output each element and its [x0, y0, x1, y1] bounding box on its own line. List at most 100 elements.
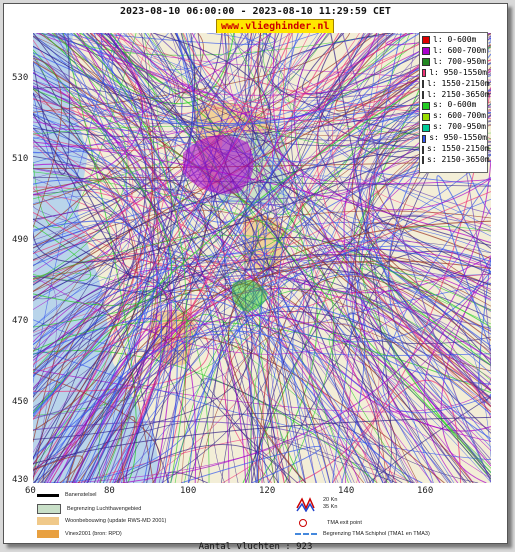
chart-title: 2023-08-10 06:00:00 - 2023-08-10 11:29:5…: [120, 6, 391, 17]
x-tick-120: 120: [259, 486, 276, 496]
legend-tma-exit: TMA exit point: [299, 519, 362, 527]
flight-track: [256, 33, 299, 483]
legend-tma-boundary: Begrenzing TMA Schiphol (TMA1 en TMA3): [295, 531, 430, 537]
flight-track: [101, 33, 196, 124]
flight-track: [92, 33, 276, 45]
flight-track: [271, 33, 491, 185]
flight-track: [33, 115, 301, 483]
x-tick-60: 60: [25, 486, 36, 496]
flight-track: [176, 33, 270, 483]
flight-track: [33, 286, 171, 483]
tma-boundary-label: Begrenzing TMA Schiphol (TMA1 en TMA3): [323, 531, 430, 537]
site-link[interactable]: www.vlieghinder.nl: [216, 19, 335, 34]
legend-label: l: 0-600m: [433, 35, 477, 44]
legend-swatch: [422, 156, 424, 165]
airport-swatch: [37, 504, 61, 514]
flight-track: [62, 33, 304, 483]
flight-track: [33, 114, 491, 263]
flight-track: [63, 33, 178, 483]
legend-label: l: 950-1550m: [429, 67, 487, 77]
legend-swatch: [422, 36, 430, 45]
legend-vinex: Vinex2001 (bron: RPD): [37, 530, 122, 538]
legend-runways: Banenstelsel: [37, 492, 97, 498]
flight-track: [33, 33, 144, 196]
wind-35-label: 35 Kn: [323, 504, 338, 510]
altitude-legend: l: 0-600m l: 600-700m l: 700-950m l: 950-15…: [419, 32, 490, 173]
x-tick-80: 80: [104, 486, 115, 496]
wind-20-label: 20 Kn: [323, 497, 338, 503]
legend-row: l: 2150-3650m: [422, 89, 490, 101]
legend-swatch: [422, 58, 430, 67]
flight-track: [33, 205, 491, 329]
tma-exit-icon: [299, 519, 307, 527]
flight-track: [368, 396, 491, 483]
flight-track: [33, 33, 212, 408]
flight-track: [197, 321, 491, 483]
flight-track: [33, 104, 280, 483]
flight-track: [37, 330, 451, 483]
x-tick-100: 100: [180, 486, 197, 496]
flight-track: [33, 266, 491, 398]
flight-track: [234, 33, 387, 483]
runways-label: Banenstelsel: [65, 492, 97, 498]
legend-swatch: [422, 134, 427, 143]
flight-track: [33, 33, 278, 420]
flight-track: [62, 33, 491, 294]
legend-label: l: 2150-3650m: [427, 89, 490, 99]
residential-swatch: [37, 517, 59, 525]
y-tick-530: 530: [12, 73, 29, 83]
flight-track: [46, 315, 491, 483]
flight-track: [71, 261, 491, 483]
y-tick-510: 510: [12, 154, 29, 164]
flight-track: [33, 280, 58, 475]
flight-track: [138, 33, 491, 477]
flight-track: [200, 378, 403, 483]
flight-track: [62, 33, 137, 483]
flight-track: [250, 112, 491, 483]
flight-track: [89, 325, 384, 483]
flight-track: [221, 271, 491, 483]
departure-cluster: [231, 279, 268, 312]
flight-track: [33, 33, 70, 175]
flight-track: [247, 33, 491, 407]
flight-track: [227, 220, 491, 483]
legend-wind: 20 Kn 35 Kn: [295, 496, 337, 512]
flight-track: [33, 33, 330, 300]
flight-track: [33, 33, 180, 104]
flight-track: [244, 33, 280, 483]
flight-track: [98, 33, 491, 96]
y-tick-490: 490: [12, 235, 29, 245]
flight-track: [86, 333, 375, 483]
vinex-label: Vinex2001 (bron: RPD): [65, 531, 122, 537]
flight-track: [269, 316, 391, 483]
legend-swatch: [422, 145, 424, 154]
flight-track: [33, 209, 131, 389]
flight-track-map: [33, 33, 491, 483]
flight-track: [104, 33, 380, 483]
tma-exit-label: TMA exit point: [327, 520, 362, 526]
legend-residential: Woonbebouwing (update RWS-MD 2001): [37, 517, 166, 525]
flight-track: [269, 435, 414, 483]
flight-track: [247, 33, 306, 483]
flight-track: [33, 41, 491, 154]
flight-track: [257, 275, 491, 483]
legend-swatch: [422, 123, 430, 132]
legend-row: s: 600-700m: [422, 111, 487, 122]
y-tick-450: 450: [12, 397, 29, 407]
flight-track: [348, 312, 491, 483]
airport-boundary-label: Begrenzing Luchthavengebied: [67, 506, 142, 512]
flight-track: [366, 222, 491, 341]
flight-track: [55, 33, 115, 153]
legend-row: l: 700-950m: [422, 57, 487, 68]
tma-boundary-swatch: [295, 533, 317, 535]
flight-track: [33, 124, 128, 266]
flight-track: [73, 33, 188, 483]
legend-row: l: 1550-2150m: [422, 79, 490, 90]
legend-label: l: 700-950m: [433, 56, 486, 66]
flight-track: [33, 92, 132, 279]
runway-swatch: [37, 493, 59, 497]
flight-track: [277, 110, 491, 483]
y-tick-470: 470: [12, 316, 29, 326]
flight-track: [33, 207, 491, 355]
flight-track: [56, 326, 197, 483]
